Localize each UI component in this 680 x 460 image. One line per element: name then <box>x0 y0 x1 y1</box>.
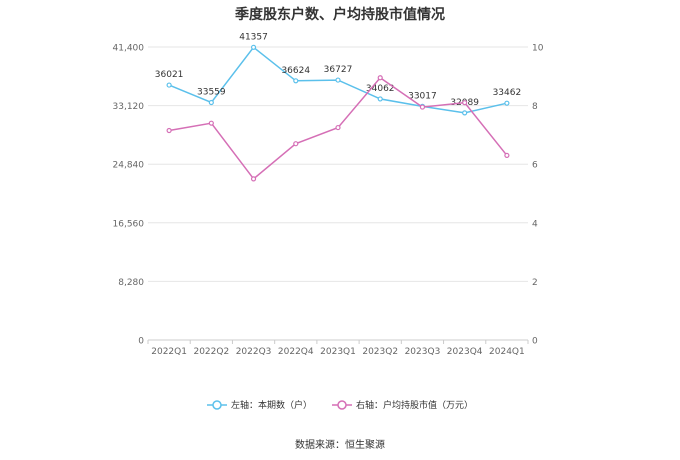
y-left-tick-label: 0 <box>138 337 144 347</box>
chart-legend: 左轴：本期数（户） 右轴：户均持股市值（万元） <box>0 398 680 411</box>
y-right-tick-label: 2 <box>532 278 538 288</box>
data-source-note: 数据来源：恒生聚源 <box>295 440 385 451</box>
y-right-tick-label: 0 <box>532 337 538 347</box>
line-chart: 0 0 8,280 2 16,560 4 24,840 6 33,120 8 41,400 10 202… <box>113 32 544 357</box>
data-point <box>335 124 341 131</box>
data-point <box>250 176 257 182</box>
y-right-tick-label: 4 <box>532 219 538 229</box>
y-left-tick-label: 33,120 <box>113 102 145 112</box>
data-point <box>250 44 257 50</box>
data-label: 41357 <box>239 32 268 42</box>
data-label: 36021 <box>155 70 184 80</box>
data-point <box>208 120 214 126</box>
y-right-tick-label: 10 <box>532 44 544 54</box>
legend-label-right-series: 右轴：户均持股市值（万元） <box>356 401 474 411</box>
legend-item-right-series[interactable]: 右轴：户均持股市值（万元） <box>332 398 473 411</box>
x-tick-label: 2022Q1 <box>151 347 187 357</box>
data-label: 33017 <box>408 91 437 101</box>
y-right-tick-label: 8 <box>532 102 538 112</box>
x-tick-label: 2023Q2 <box>362 347 398 357</box>
data-point <box>504 152 510 159</box>
y-left-tick-label: 41,400 <box>113 44 145 54</box>
data-label: 33462 <box>493 88 522 98</box>
data-point <box>462 100 468 106</box>
y-left-tick-label: 16,560 <box>113 219 145 229</box>
data-label: 36624 <box>281 66 310 76</box>
legend-line-marker-icon <box>206 399 227 410</box>
data-point <box>293 78 299 84</box>
y-left-tick-label: 24,840 <box>113 161 145 171</box>
data-label: 36727 <box>324 65 353 75</box>
x-tick-label: 2023Q3 <box>405 347 441 357</box>
legend-item-left-series[interactable]: 左轴：本期数（户） <box>206 398 312 411</box>
legend-label-left-series: 左轴：本期数（户） <box>230 401 312 411</box>
data-point <box>335 77 341 83</box>
data-point <box>293 141 299 147</box>
legend-line-marker-icon <box>332 399 352 410</box>
data-point <box>208 99 214 106</box>
x-tick-label: 2022Q4 <box>278 347 314 357</box>
x-tick-label: 2022Q3 <box>236 347 272 357</box>
data-label: 34062 <box>366 84 395 94</box>
data-point <box>419 104 426 110</box>
x-tick-label: 2022Q2 <box>193 347 229 357</box>
x-tick-label: 2023Q4 <box>447 347 483 357</box>
data-point <box>462 110 468 116</box>
data-point <box>377 96 383 102</box>
data-point <box>504 100 510 106</box>
x-tick-label: 2024Q1 <box>489 347 525 357</box>
data-point <box>377 75 383 81</box>
x-tick-label: 2023Q1 <box>320 347 356 357</box>
chart-title: 季度股东户数、户均持股市值情况 <box>235 7 445 23</box>
y-right-tick-label: 6 <box>532 161 538 171</box>
data-point <box>166 82 172 88</box>
data-label: 33559 <box>197 87 226 97</box>
data-point <box>166 127 172 134</box>
y-left-tick-label: 8,280 <box>118 278 144 288</box>
